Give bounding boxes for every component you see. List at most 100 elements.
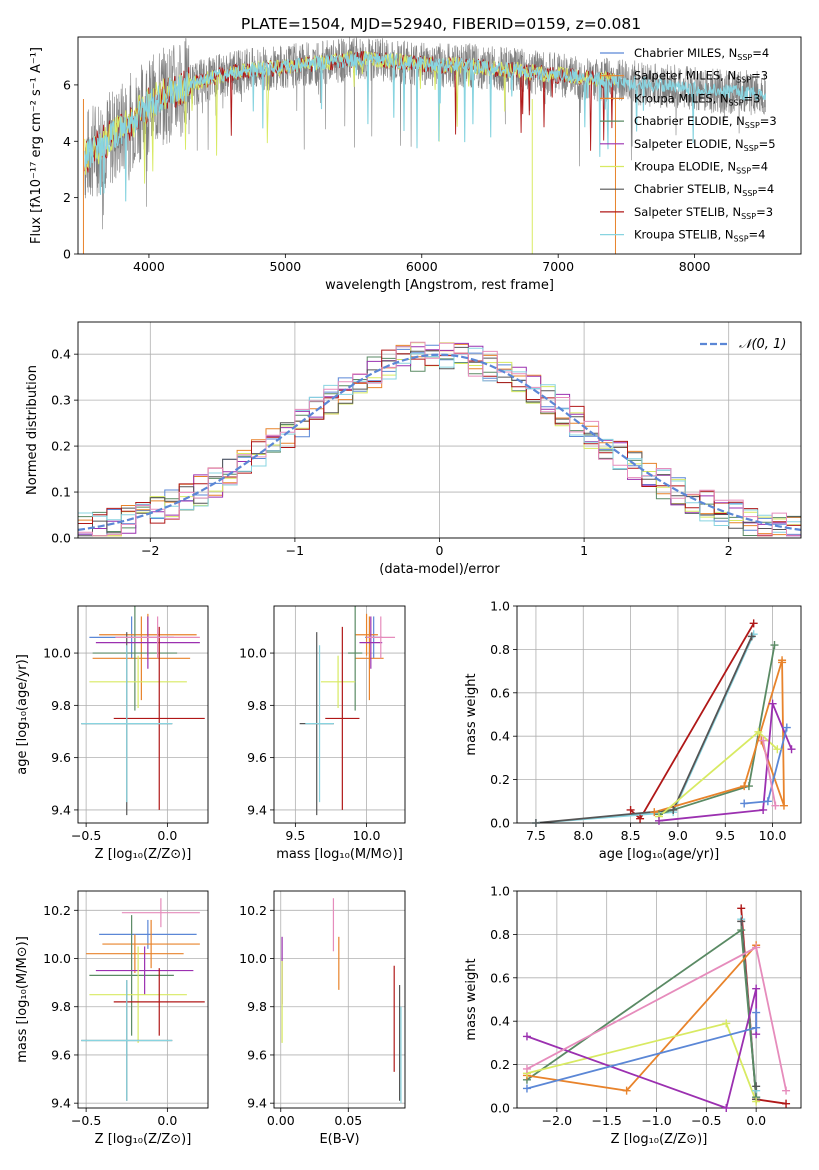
weight_vs_age-marker-0-0 <box>626 805 635 814</box>
weight_vs_z-ylabel: mass weight <box>464 958 479 1040</box>
mass_vs_ebv-xtick-label-1: 0.05 <box>334 1113 362 1128</box>
legend-tail-7: =3 <box>756 205 773 219</box>
weight_vs_age-ytick-label-1: 0.2 <box>490 772 510 787</box>
residuals-xlabel: (data-model)/error <box>379 562 500 577</box>
weight_vs_age-marker-8-1 <box>763 797 772 806</box>
legend-label-1: Salpeter MILES, NSSP=3 <box>634 69 768 85</box>
spectrum-model-kroupa-stelib <box>84 52 767 202</box>
age_vs_z-xlabel: Z [log₁₀(Z/Z⊙)] <box>95 847 192 862</box>
weight_vs_z-marker-4-1 <box>622 1086 631 1095</box>
legend-tail-0: =4 <box>752 46 769 60</box>
legend-label-5: Kroupa ELODIE, NSSP=4 <box>634 160 768 176</box>
residuals-ytick-label-3: 0.3 <box>51 393 71 408</box>
mass_vs_z-ylabel: mass [log₁₀(M/M⊙)] <box>15 936 30 1063</box>
weight_vs_age-marker-2-0 <box>531 819 540 827</box>
legend-tail-3: =3 <box>760 114 777 128</box>
age_vs_mass-frame <box>273 605 406 824</box>
legend-tail-1: =3 <box>751 69 768 83</box>
histogram-series-7 <box>78 347 801 533</box>
legend-label-6: Chabrier STELIB, NSSP=4 <box>634 182 774 198</box>
residuals-frame <box>77 321 802 539</box>
weight_vs_age-marker-0-2 <box>749 619 758 628</box>
mass_vs_ebv-ytick-label-1: 9.6 <box>247 1047 267 1062</box>
weight_vs_z-xlabel: Z [log₁₀(Z/Z⊙)] <box>611 1132 708 1147</box>
weight_vs_age-xtick-label-3: 9.0 <box>668 828 688 843</box>
mass_vs_ebv-xtick-label-0: 0.00 <box>267 1113 295 1128</box>
weight_vs_z-marker-2-2 <box>752 1082 761 1091</box>
mass_vs_z-ytick-label-0: 9.4 <box>51 1096 71 1111</box>
age_vs_mass-xlabel: mass [log₁₀(M/M⊙)] <box>276 847 403 862</box>
weight_vs_z-xtick-label-3: −0.5 <box>691 1113 721 1128</box>
legend-sub-5: SSP <box>736 167 751 176</box>
weight_vs_age-marker-5-2 <box>778 658 787 667</box>
weight_vs_z-frame <box>516 890 802 1109</box>
weight_vs_age-marker-7-3 <box>787 745 796 754</box>
legend-tail-8: =4 <box>749 228 766 242</box>
legend-sub-0: SSP <box>737 53 752 62</box>
weight_vs_age-marker-3-2 <box>770 641 779 650</box>
residuals-xtick-label-1: −1 <box>286 543 304 558</box>
weight_vs_z-series-6 <box>526 988 758 1108</box>
weight_vs_z-ytick-label-2: 0.4 <box>490 1014 510 1029</box>
mass_vs_z-ytick-label-2: 9.8 <box>51 999 71 1014</box>
spectrum-panel: 4000 5000 6000 7000 8000 0 2 4 6 wavelength [Angs… <box>29 36 802 293</box>
spectrum-ylabel: Flux [fλ10⁻¹⁷ erg cm⁻² s⁻¹ A⁻¹] <box>29 47 44 244</box>
weight_vs_age-series-3 <box>658 644 776 816</box>
legend-tail-5: =4 <box>751 160 768 174</box>
spectrum-ytick-label-3: 6 <box>63 77 71 92</box>
mass_vs_ebv-panel: 0.00 0.05 9.4 9.6 9.8 10.0 10.2 E(B-V) <box>239 890 406 1147</box>
spectrum-ytick-label-0: 0 <box>63 247 71 262</box>
spectrum-xtick-label-0: 4000 <box>133 259 165 274</box>
age_vs_mass-plot-area <box>274 606 405 823</box>
mass_vs_ebv-ytick-label-2: 9.8 <box>247 999 267 1014</box>
weight_vs_age-series-9 <box>762 740 777 806</box>
age_vs_z-xtick-label-1: 0.0 <box>157 828 177 843</box>
weight_vs_age-marker-4-0 <box>650 808 659 817</box>
weight_vs_age-plot-area <box>517 606 801 823</box>
legend-label-0: Chabrier MILES, NSSP=4 <box>634 46 769 62</box>
weight_vs_z-ytick-label-5: 1.0 <box>490 884 510 899</box>
weight_vs_age-ytick-label-2: 0.4 <box>490 729 510 744</box>
weight_vs_z-marker-5-2 <box>752 1097 761 1106</box>
gaussian-legend-label: 𝒩(0, 1) <box>739 337 786 352</box>
spectrum-xtick-label-4: 8000 <box>679 259 711 274</box>
age_vs_z-ytick-label-0: 9.4 <box>51 802 71 817</box>
spectrum-xtick-label-2: 6000 <box>406 259 438 274</box>
weight_vs_age-ylabel: mass weight <box>464 673 479 755</box>
weight_vs_z-marker-8-1 <box>752 943 761 952</box>
weight_vs_age-marker-7-1 <box>759 805 768 814</box>
legend-sub-6: SSP <box>742 189 757 198</box>
weight_vs_z-marker-0-0 <box>737 904 746 913</box>
figure-title: PLATE=1504, MJD=52940, FIBERID=0159, z=0… <box>241 15 641 33</box>
legend-sub-8: SSP <box>734 235 749 244</box>
mass_vs_ebv-ytick-label-3: 10.0 <box>239 951 267 966</box>
weight_vs_age-series-7 <box>658 703 793 822</box>
weight_vs_z-marker-7-1 <box>752 1023 761 1032</box>
weight_vs_z-marker-7-0 <box>522 1084 531 1093</box>
mass_vs_z-ytick-label-3: 10.0 <box>43 951 71 966</box>
weight_vs_age-xtick-label-5: 10.0 <box>759 828 787 843</box>
residuals-xtick-label-4: 2 <box>725 543 733 558</box>
age_vs_z-frame <box>77 605 209 824</box>
weight_vs_age-ytick-label-3: 0.6 <box>490 685 510 700</box>
legend-label-3: Chabrier ELODIE, NSSP=3 <box>634 114 777 130</box>
weight_vs_age-marker-8-2 <box>782 723 791 732</box>
age_vs_z-plot-area <box>78 606 208 823</box>
weight_vs_z-xtick-label-1: −1.5 <box>592 1113 622 1128</box>
weight_vs_z-xtick-label-4: 0.0 <box>746 1113 766 1128</box>
weight_vs_age-marker-2-1 <box>669 805 678 814</box>
weight_vs_z-ytick-label-4: 0.8 <box>490 927 510 942</box>
spectrum-ytick-label-2: 4 <box>63 134 71 149</box>
mass_vs_z-ytick-label-4: 10.2 <box>43 903 71 918</box>
weight_vs_z-series-4 <box>526 944 757 1092</box>
weight_vs_age-marker-6-1 <box>754 727 763 736</box>
weight_vs_z-plot-area <box>517 891 801 1108</box>
histogram-series-8 <box>78 341 801 537</box>
weight_vs_age-marker-9-1 <box>771 801 780 810</box>
residuals-ytick-label-4: 0.4 <box>51 347 71 362</box>
residuals-ylabel: Normed distribution <box>25 365 40 495</box>
residuals-ytick-label-2: 0.2 <box>51 439 71 454</box>
spectrum-xtick-label-3: 7000 <box>542 259 574 274</box>
weight_vs_z-ytick-label-1: 0.2 <box>490 1057 510 1072</box>
